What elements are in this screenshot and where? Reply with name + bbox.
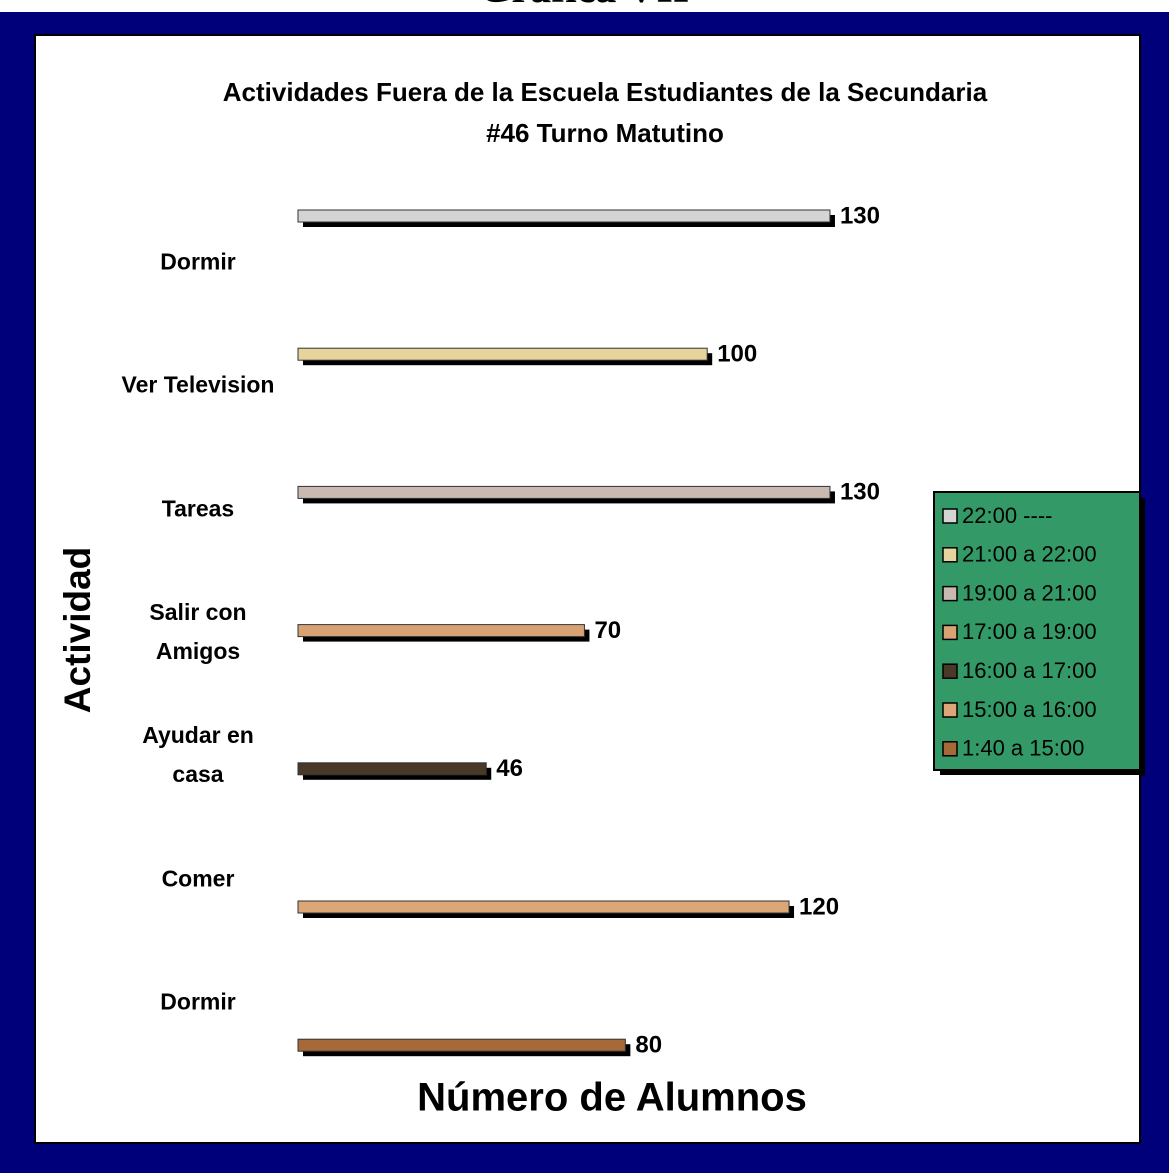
legend-label: 21:00 a 22:00 [962, 542, 1097, 567]
legend-swatch [942, 741, 958, 757]
value-label: 130 [840, 479, 880, 506]
chart-title: Actividades Fuera de la Escuela Estudian… [222, 77, 988, 148]
value-label: 46 [496, 755, 523, 782]
legend-label: 19:00 a 21:00 [962, 580, 1097, 605]
y-tick-label: Salir con Amigos [149, 598, 247, 664]
legend-swatch [942, 663, 958, 679]
y-axis-title: Actividad [57, 547, 98, 714]
legend-label: 1:40 a 15:00 [962, 736, 1084, 761]
x-axis-title: Número de Alumnos [417, 1076, 807, 1120]
value-label: 70 [594, 617, 621, 644]
bar [297, 485, 831, 499]
bar [297, 209, 831, 223]
page-header: Gráfica VII [479, 0, 689, 12]
legend-shadow [940, 770, 1145, 775]
legend-label: 15:00 a 16:00 [962, 697, 1097, 722]
legend-shadow [1140, 498, 1145, 776]
value-label: 130 [840, 202, 880, 229]
bar [297, 1038, 626, 1052]
bar [297, 900, 790, 914]
legend-swatch [942, 585, 958, 602]
y-tick-label: Comer [161, 865, 235, 891]
y-tick-label: Ayudar en casa [142, 722, 254, 788]
value-label: 80 [635, 1032, 662, 1059]
value-label: 120 [799, 893, 839, 920]
legend-swatch [942, 702, 958, 718]
legend-label: 22:00 ---- [962, 503, 1052, 528]
legend-swatch [942, 547, 958, 563]
y-tick-label: Ver Television [121, 371, 275, 398]
y-tick-label: Dormir [160, 248, 236, 275]
legend-swatch [942, 624, 958, 641]
y-tick-label: Dormir [160, 988, 236, 1015]
bar [297, 762, 487, 776]
legend-swatch [942, 508, 958, 524]
legend-label: 16:00 a 17:00 [962, 658, 1097, 683]
bar [297, 347, 708, 361]
y-tick-label: Tareas [161, 495, 235, 522]
value-label: 100 [717, 341, 757, 368]
legend-label: 17:00 a 19:00 [962, 619, 1097, 644]
bar [297, 624, 585, 638]
